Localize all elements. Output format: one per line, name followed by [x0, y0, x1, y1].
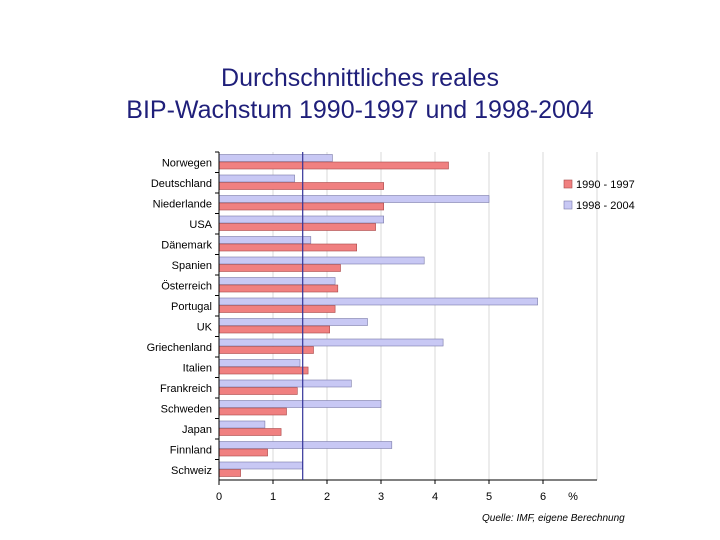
bar-1998-2004 [218, 318, 368, 326]
category-label: Schweiz [171, 465, 212, 477]
x-unit-label: % [568, 491, 578, 503]
category-label: Schweden [161, 404, 212, 416]
x-tick-label: 1 [270, 491, 276, 503]
bar-1998-2004 [218, 420, 266, 429]
category-label: USA [189, 219, 212, 231]
bar-1998-2004 [218, 297, 538, 306]
legend-label: 1990 - 1997 [576, 179, 635, 191]
bar-1990-1997 [218, 284, 339, 293]
chart-title-line-2: BIP-Wachstum 1990-1997 und 1998-2004 [126, 96, 594, 124]
category-label: Deutschland [151, 178, 212, 190]
bar-1990-1997 [218, 325, 330, 334]
bar-1998-2004 [218, 256, 425, 265]
category-label: Norwegen [162, 158, 212, 170]
bar-1990-1997 [218, 346, 314, 354]
bar-1990-1997 [218, 366, 309, 375]
bar-1990-1997 [218, 264, 341, 272]
bar-1990-1997 [218, 469, 241, 477]
bar-1990-1997 [218, 182, 384, 190]
chart-title-line-1: Durchschnittliches reales [221, 64, 499, 92]
x-tick-label: 0 [216, 491, 222, 503]
chart-title: Durchschnittliches reales BIP-Wachstum 1… [0, 62, 720, 126]
legend-swatch [563, 200, 573, 210]
x-tick-label: 3 [378, 491, 384, 503]
bar-1990-1997 [218, 448, 268, 457]
bar-1998-2004 [218, 174, 295, 183]
category-label: Österreich [161, 281, 212, 293]
bar-1990-1997 [218, 387, 298, 395]
legend-swatch [563, 179, 573, 189]
bar-1998-2004 [218, 338, 444, 347]
legend-label: 1998 - 2004 [576, 200, 635, 212]
bar-1990-1997 [218, 428, 282, 436]
bar-1990-1997 [218, 407, 287, 416]
x-tick-label: 4 [432, 491, 438, 503]
category-label: Spanien [172, 260, 212, 272]
bar-1990-1997 [218, 243, 357, 252]
x-tick-label: 6 [540, 491, 546, 503]
bar-1998-2004 [218, 379, 352, 388]
bar-1998-2004 [218, 400, 382, 408]
bar-1990-1997 [218, 202, 384, 211]
bar-1990-1997 [218, 161, 449, 170]
bar-1998-2004 [218, 461, 303, 470]
x-tick-label: 2 [324, 491, 330, 503]
category-label: Niederlande [153, 199, 212, 211]
category-label: Portugal [171, 301, 212, 313]
x-tick-label: 5 [486, 491, 492, 503]
category-label: UK [197, 322, 213, 334]
category-label: Griechenland [147, 342, 212, 354]
category-label: Dänemark [161, 240, 212, 252]
bar-1998-2004 [218, 277, 336, 285]
bar-1990-1997 [218, 305, 336, 313]
bar-1998-2004 [218, 359, 301, 367]
bar-1998-2004 [218, 195, 490, 203]
source-note: Quelle: IMF, eigene Berechnung [482, 513, 625, 524]
bar-1990-1997 [218, 223, 376, 231]
bar-1998-2004 [218, 215, 384, 224]
category-label: Japan [182, 424, 212, 436]
bar-1998-2004 [218, 236, 312, 244]
category-label: Italien [183, 363, 212, 375]
category-label: Frankreich [160, 383, 212, 395]
category-label: Finnland [170, 445, 212, 457]
bar-1998-2004 [218, 441, 393, 449]
bar-1998-2004 [218, 154, 333, 162]
